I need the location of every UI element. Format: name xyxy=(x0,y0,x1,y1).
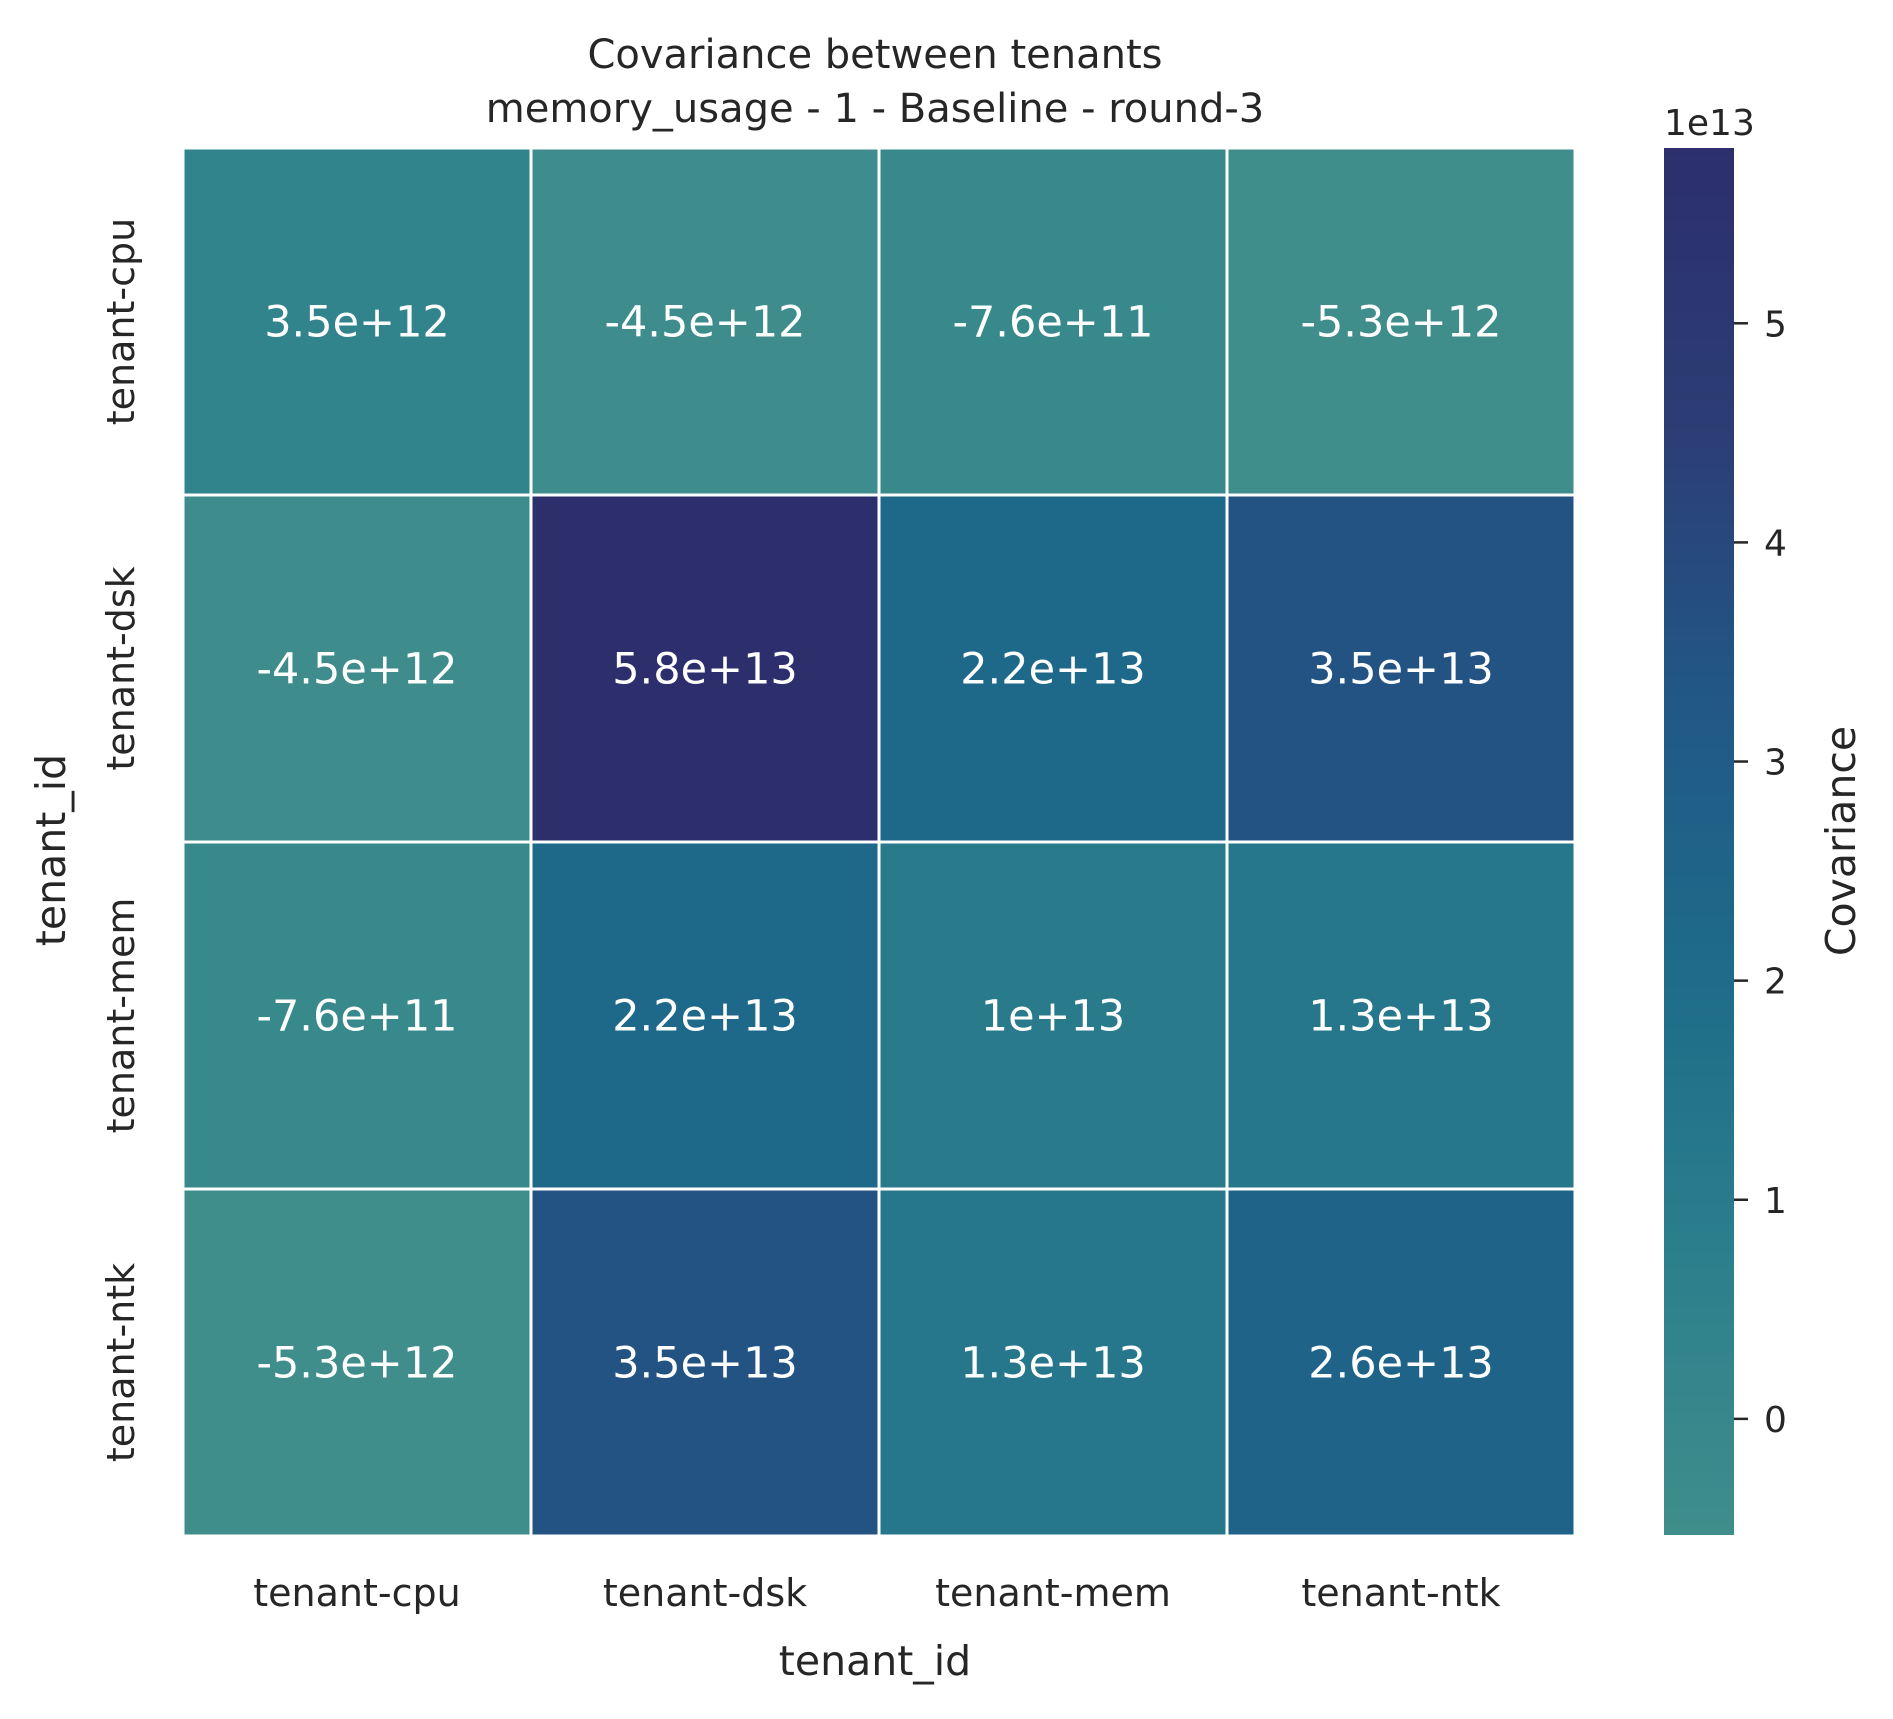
cell-value-label: 2.2e+13 xyxy=(960,645,1146,695)
heatmap-cell xyxy=(1225,1187,1577,1538)
colorbar-label: Covariance xyxy=(1817,726,1865,956)
heatmap-cell xyxy=(529,840,881,1191)
cell-value-label: 2.2e+13 xyxy=(612,992,798,1042)
x-tick-label: tenant-dsk xyxy=(603,1571,807,1615)
colorbar-tick-label: 4 xyxy=(1764,523,1787,564)
y-tick-label: tenant-ntk xyxy=(99,1263,143,1462)
colorbar-offset-text: 1e13 xyxy=(1664,103,1755,144)
heatmap-cell xyxy=(181,493,533,844)
cell-value-label: 3.5e+13 xyxy=(1308,645,1494,695)
heatmap-cell xyxy=(1225,146,1577,497)
cell-value-label: -5.3e+12 xyxy=(256,1339,457,1389)
heatmap-cell xyxy=(181,1187,533,1538)
x-tick-label: tenant-cpu xyxy=(253,1571,460,1615)
cell-value-label: -4.5e+12 xyxy=(604,298,805,348)
cell-value-label: -4.5e+12 xyxy=(256,645,457,695)
cell-value-label: -7.6e+11 xyxy=(256,992,457,1042)
heatmap-cell xyxy=(1225,493,1577,844)
heatmap-cell xyxy=(529,146,881,497)
cell-value-label: -5.3e+12 xyxy=(1300,298,1501,348)
colorbar-ticks: 0 1 2 3 4 5 xyxy=(1734,304,1787,1441)
colorbar-tick-label: 1 xyxy=(1764,1181,1787,1222)
y-tick-label: tenant-mem xyxy=(99,898,143,1134)
heatmap-cell xyxy=(1225,840,1577,1191)
chart-title: Covariance between tenants xyxy=(587,32,1162,78)
cell-value-label: -7.6e+11 xyxy=(952,298,1153,348)
cell-value-label: 3.5e+12 xyxy=(264,298,450,348)
heatmap-cell xyxy=(529,493,881,844)
cell-value-label: 3.5e+13 xyxy=(612,1339,798,1389)
cell-value-label: 1e+13 xyxy=(981,992,1126,1042)
heatmap-cells: 3.5e+12 -4.5e+12 -7.6e+11 -5.3e+12 -4.5e+12 5… xyxy=(181,146,1577,1538)
chart-subtitle: memory_usage - 1 - Baseline - round-3 xyxy=(486,86,1264,132)
x-tick-label: tenant-mem xyxy=(935,1571,1171,1615)
x-axis-ticks: tenant-cpu tenant-dsk tenant-mem tenant-ntk xyxy=(253,1571,1500,1615)
cell-value-label: 2.6e+13 xyxy=(1308,1339,1494,1389)
colorbar-tick-label: 0 xyxy=(1764,1400,1787,1441)
x-tick-label: tenant-ntk xyxy=(1301,1571,1500,1615)
y-tick-label: tenant-dsk xyxy=(99,566,143,770)
colorbar: 0 1 2 3 4 5 1e13 Covariance xyxy=(1664,103,1865,1535)
heatmap-cell xyxy=(529,1187,881,1538)
y-tick-label: tenant-cpu xyxy=(99,218,143,425)
colorbar-tick-label: 5 xyxy=(1764,304,1787,345)
y-axis-ticks: tenant-cpu tenant-dsk tenant-mem tenant-ntk xyxy=(99,218,143,1462)
heatmap-cell xyxy=(877,1187,1229,1538)
colorbar-gradient xyxy=(1664,148,1734,1535)
colorbar-tick-label: 2 xyxy=(1764,962,1787,1003)
heatmap-cell xyxy=(181,146,533,497)
x-axis-label: tenant_id xyxy=(779,1637,971,1685)
cell-value-label: 1.3e+13 xyxy=(1308,992,1494,1042)
colorbar-tick-label: 3 xyxy=(1764,743,1787,784)
heatmap-cell xyxy=(877,146,1229,497)
cell-value-label: 1.3e+13 xyxy=(960,1339,1146,1389)
y-axis-label: tenant_id xyxy=(27,754,75,946)
cell-value-label: 5.8e+13 xyxy=(612,645,798,695)
